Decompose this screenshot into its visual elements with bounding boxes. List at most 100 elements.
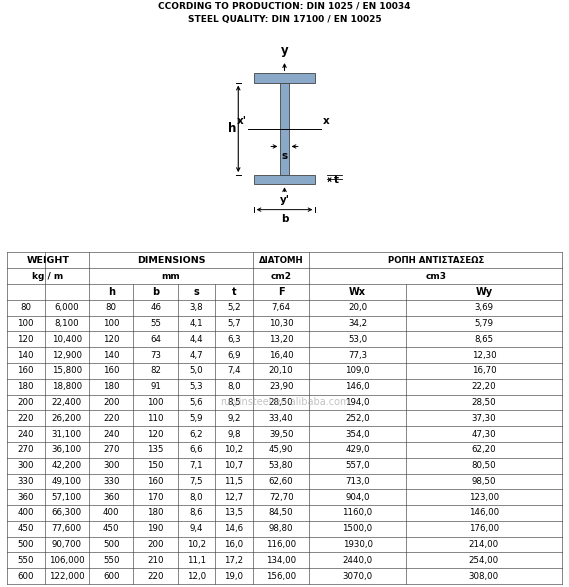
Text: 20,10: 20,10 [269,366,294,375]
Text: 330: 330 [18,477,34,486]
Text: 240: 240 [103,430,119,438]
Text: 4,4: 4,4 [189,335,203,344]
Text: 120: 120 [103,335,119,344]
Text: 360: 360 [103,492,119,502]
Text: 400: 400 [18,508,34,518]
Text: 5,9: 5,9 [189,414,203,423]
Text: 360: 360 [18,492,34,502]
Text: Wx: Wx [349,287,366,297]
Text: cm2: cm2 [271,272,292,281]
Text: 200: 200 [147,540,164,549]
Text: 19,0: 19,0 [224,572,244,581]
Text: 180: 180 [103,382,119,391]
Text: 91: 91 [150,382,161,391]
Text: 16,40: 16,40 [269,350,294,360]
Text: 26,200: 26,200 [52,414,82,423]
Text: 6,9: 6,9 [227,350,241,360]
Text: 180: 180 [147,508,164,518]
Text: 12,900: 12,900 [52,350,82,360]
Text: 42,200: 42,200 [52,461,82,470]
Text: 49,100: 49,100 [52,477,82,486]
Bar [281,83,288,175]
Text: 22,400: 22,400 [52,398,82,407]
Text: 5,6: 5,6 [189,398,203,407]
Text: 47,30: 47,30 [472,430,496,438]
Text: 240: 240 [18,430,34,438]
Text: STEEL QUALITY: DIN 17100 / EN 10025: STEEL QUALITY: DIN 17100 / EN 10025 [188,15,381,23]
Text: 1500,0: 1500,0 [343,524,373,533]
Text: 100: 100 [103,319,119,328]
Text: s: s [282,151,287,161]
Text: 36,100: 36,100 [52,446,82,454]
Text: h: h [108,287,115,297]
Text: 180: 180 [18,382,34,391]
Text: 2440,0: 2440,0 [343,556,373,565]
Text: 5,2: 5,2 [227,303,241,312]
Text: 1930,0: 1930,0 [343,540,373,549]
Text: 46: 46 [150,303,161,312]
Text: 98,80: 98,80 [269,524,294,533]
Text: 14,6: 14,6 [224,524,244,533]
Text: mm: mm [162,272,180,281]
Text: 150: 150 [147,461,164,470]
Text: 82: 82 [150,366,161,375]
Text: 214,00: 214,00 [469,540,499,549]
Text: x': x' [236,116,246,126]
Text: 84,50: 84,50 [269,508,294,518]
Text: 109,0: 109,0 [345,366,370,375]
Text: 106,000: 106,000 [49,556,85,565]
Text: 55: 55 [150,319,161,328]
Text: 135: 135 [147,446,164,454]
Text: 10,2: 10,2 [224,446,244,454]
Text: t: t [333,175,339,185]
Text: CCORDING TO PRODUCTION: DIN 1025 / EN 10034: CCORDING TO PRODUCTION: DIN 1025 / EN 10… [158,1,411,11]
Text: 450: 450 [103,524,119,533]
Text: 72,70: 72,70 [269,492,294,502]
Text: 550: 550 [103,556,119,565]
Text: 23,90: 23,90 [269,382,294,391]
Text: 300: 300 [18,461,34,470]
Text: 122,000: 122,000 [49,572,85,581]
Text: 904,0: 904,0 [345,492,370,502]
Text: 270: 270 [103,446,119,454]
Text: 146,00: 146,00 [469,508,499,518]
Text: 80,50: 80,50 [472,461,496,470]
Text: 9,2: 9,2 [227,414,241,423]
Text: 18,800: 18,800 [52,382,82,391]
Text: 13,5: 13,5 [224,508,244,518]
Text: 9,4: 9,4 [189,524,203,533]
Text: 6,2: 6,2 [189,430,203,438]
Text: 254,00: 254,00 [469,556,499,565]
Text: 7,5: 7,5 [189,477,203,486]
Text: 220: 220 [103,414,119,423]
Text: 53,80: 53,80 [269,461,294,470]
Text: 62,60: 62,60 [269,477,294,486]
Text: 713,0: 713,0 [345,477,370,486]
Text: 252,0: 252,0 [345,414,370,423]
Text: 200: 200 [18,398,34,407]
Text: 600: 600 [18,572,34,581]
Text: 116,00: 116,00 [266,540,296,549]
Text: 330: 330 [103,477,119,486]
Text: 200: 200 [103,398,119,407]
Text: 146,0: 146,0 [345,382,370,391]
Text: 6,000: 6,000 [55,303,79,312]
Text: 20,0: 20,0 [348,303,367,312]
Text: 220: 220 [147,572,164,581]
Text: 8,65: 8,65 [475,335,493,344]
Text: 3070,0: 3070,0 [343,572,373,581]
Text: 100: 100 [147,398,164,407]
Text: 120: 120 [18,335,34,344]
Text: 194,0: 194,0 [345,398,370,407]
Text: 28,50: 28,50 [269,398,294,407]
Text: kg / m: kg / m [32,272,64,281]
Text: 11,5: 11,5 [224,477,244,486]
Text: 66,300: 66,300 [52,508,82,518]
Text: 7,1: 7,1 [189,461,203,470]
Text: 8,6: 8,6 [189,508,203,518]
Text: 80: 80 [106,303,117,312]
Text: ΔIATOMΗ: ΔIATOMΗ [259,256,303,265]
Text: y': y' [279,195,290,205]
Text: 3,8: 3,8 [189,303,203,312]
Text: 5,3: 5,3 [189,382,203,391]
